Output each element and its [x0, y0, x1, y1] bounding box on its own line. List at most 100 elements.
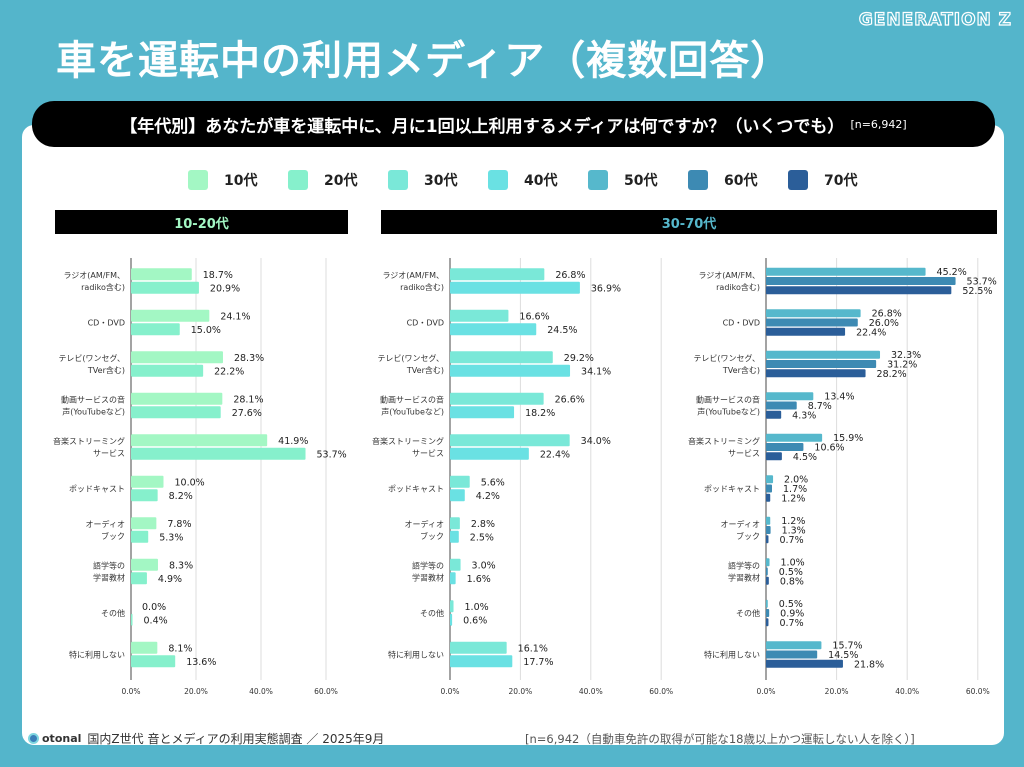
data-label: 0.9%	[780, 609, 804, 620]
logo-text: otonal	[42, 732, 82, 745]
data-label: 2.8%	[471, 519, 495, 530]
bar-20代	[131, 281, 199, 294]
legend-label: 50代	[624, 173, 658, 189]
data-label: 2.0%	[784, 475, 808, 486]
data-label: 28.1%	[233, 394, 263, 405]
bar-70代	[766, 410, 782, 419]
data-label: 24.5%	[547, 325, 577, 336]
bar-30代	[450, 475, 470, 488]
category-label: 音楽ストリーミング	[53, 436, 125, 446]
bar-40代	[450, 572, 456, 585]
category-label: radiko含む)	[81, 282, 125, 292]
x-tick-label: 0.0%	[440, 687, 459, 696]
data-label: 14.5%	[828, 650, 858, 661]
data-label: 13.6%	[186, 657, 216, 668]
bar-10代	[131, 351, 223, 364]
bar-60代	[766, 360, 877, 368]
otonal-logo: otonal	[28, 732, 81, 745]
bar-50代	[766, 350, 881, 359]
footer-source: otonal 国内Z世代 音とメディアの利用実態調査 ／ 2025年9月	[28, 730, 384, 747]
category-label: ラジオ(AM/FM、	[698, 271, 760, 280]
data-label: 0.4%	[144, 615, 168, 626]
data-label: 17.7%	[523, 657, 553, 668]
x-tick-label: 20.0%	[508, 687, 532, 696]
category-label: 動画サービスの音	[380, 395, 444, 405]
bar-30代	[450, 641, 507, 654]
bar-40代	[450, 281, 580, 294]
data-label: 5.6%	[481, 477, 505, 488]
legend-swatch	[788, 170, 808, 190]
brand-label: GENERATION Z	[858, 9, 1012, 30]
data-label: 53.7%	[967, 277, 997, 288]
bar-10代	[131, 641, 158, 654]
bar-70代	[766, 286, 952, 295]
data-label: 28.3%	[234, 353, 264, 364]
data-label: 16.6%	[519, 311, 549, 322]
question-text: 【年代別】あなたが車を運転中に、月に1回以上利用するメディアは何ですか？（いくつ…	[120, 116, 845, 137]
bar-60代	[766, 609, 770, 617]
bar-10代	[131, 268, 192, 281]
bar-10代	[131, 517, 157, 530]
bar-20代	[131, 572, 147, 585]
bar-60代	[766, 567, 768, 576]
data-label: 8.2%	[169, 491, 193, 502]
legend-item: 10代	[188, 170, 288, 190]
category-label: radiko含む)	[716, 282, 760, 292]
category-label: 声(YouTubeなど)	[381, 407, 444, 417]
bar-10代	[131, 309, 210, 322]
data-label: 31.2%	[887, 360, 917, 371]
x-tick-label: 40.0%	[895, 687, 919, 696]
bar-30代	[450, 392, 544, 405]
category-label: オーディオ	[86, 519, 125, 529]
bar-20代	[131, 323, 180, 336]
legend-label: 70代	[824, 173, 858, 189]
data-label: 0.6%	[463, 615, 487, 626]
bar-20代	[131, 655, 176, 668]
data-label: 0.7%	[779, 618, 803, 629]
bar-40代	[450, 406, 515, 419]
bar-10代	[131, 558, 158, 571]
category-label: ブック	[420, 531, 444, 541]
category-label: テレビ(ワンセグ、	[693, 353, 760, 363]
legend-label: 10代	[224, 173, 258, 189]
data-label: 34.1%	[581, 366, 611, 377]
panel-header-label: 10-20代	[174, 216, 229, 232]
data-label: 1.2%	[781, 493, 805, 504]
category-label: テレビ(ワンセグ、	[377, 353, 444, 363]
data-label: 24.1%	[220, 311, 250, 322]
data-label: 2.5%	[470, 532, 494, 543]
bar-20代	[131, 613, 133, 626]
bar-30代	[450, 268, 545, 281]
category-label: 語学等の	[728, 561, 760, 571]
category-label: サービス	[93, 449, 125, 458]
data-label: 45.2%	[937, 267, 967, 278]
bar-70代	[766, 369, 866, 378]
category-label: その他	[101, 608, 125, 618]
category-label: 声(YouTubeなど)	[62, 407, 125, 417]
x-tick-label: 20.0%	[184, 687, 208, 696]
bar-40代	[450, 655, 513, 668]
bar-10代	[131, 475, 164, 488]
data-label: 3.0%	[472, 560, 496, 571]
category-label: サービス	[728, 449, 760, 458]
data-label: 8.3%	[169, 560, 193, 571]
category-label: 学習教材	[93, 573, 125, 583]
x-tick-label: 40.0%	[579, 687, 603, 696]
category-label: ポッドキャスト	[704, 485, 760, 494]
data-label: 7.8%	[167, 519, 191, 530]
data-label: 15.9%	[833, 433, 863, 444]
data-label: 34.0%	[581, 436, 611, 447]
bar-50代	[766, 516, 771, 525]
legend-item: 40代	[488, 170, 588, 190]
legend-label: 30代	[424, 173, 458, 189]
data-label: 28.2%	[877, 369, 907, 380]
category-label: オーディオ	[405, 519, 444, 529]
bar-20代	[131, 447, 306, 460]
category-label: ラジオ(AM/FM、	[382, 271, 444, 280]
category-label: テレビ(ワンセグ、	[58, 353, 125, 363]
data-label: 0.0%	[142, 602, 166, 613]
data-label: 1.3%	[782, 526, 806, 537]
data-label: 22.2%	[214, 366, 244, 377]
x-tick-label: 60.0%	[649, 687, 673, 696]
bar-20代	[131, 530, 149, 543]
